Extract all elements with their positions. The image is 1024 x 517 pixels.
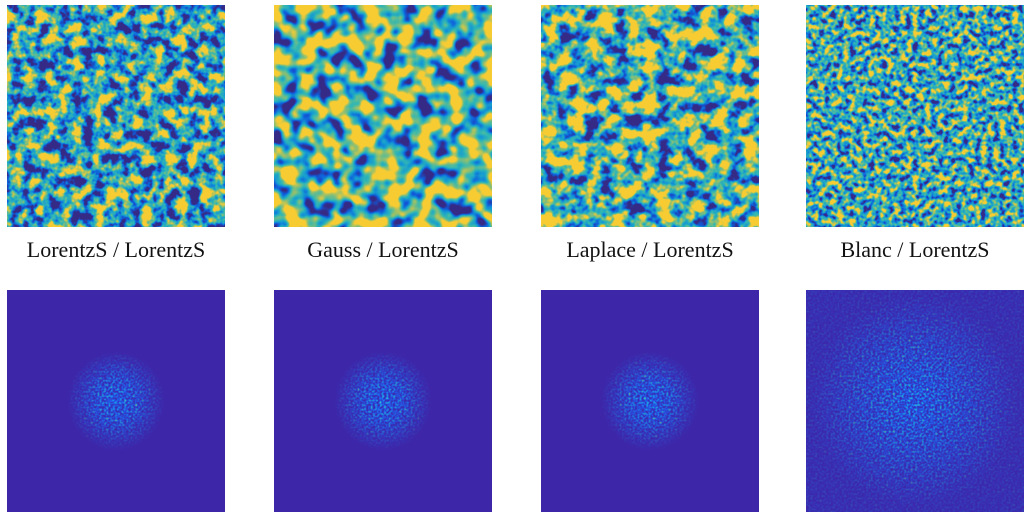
panel-label: Gauss / LorentzS (307, 237, 459, 262)
panel-label: Laplace / LorentzS (566, 237, 733, 262)
texture-image (806, 5, 1024, 227)
texture-image (274, 5, 492, 227)
panel-label: LorentzS / LorentzS (27, 237, 205, 262)
spectrum-image (806, 290, 1024, 512)
spectrum-speckle (274, 290, 492, 512)
texture-image (541, 5, 759, 227)
spectrum-speckle (806, 290, 1024, 512)
texture-image (7, 5, 225, 227)
spectrum-image (7, 290, 225, 512)
spectrum-speckle (541, 290, 759, 512)
spectrum-image (541, 290, 759, 512)
panel-label: Blanc / LorentzS (840, 237, 989, 262)
spectrum-image (274, 290, 492, 512)
spectrum-speckle (7, 290, 225, 512)
